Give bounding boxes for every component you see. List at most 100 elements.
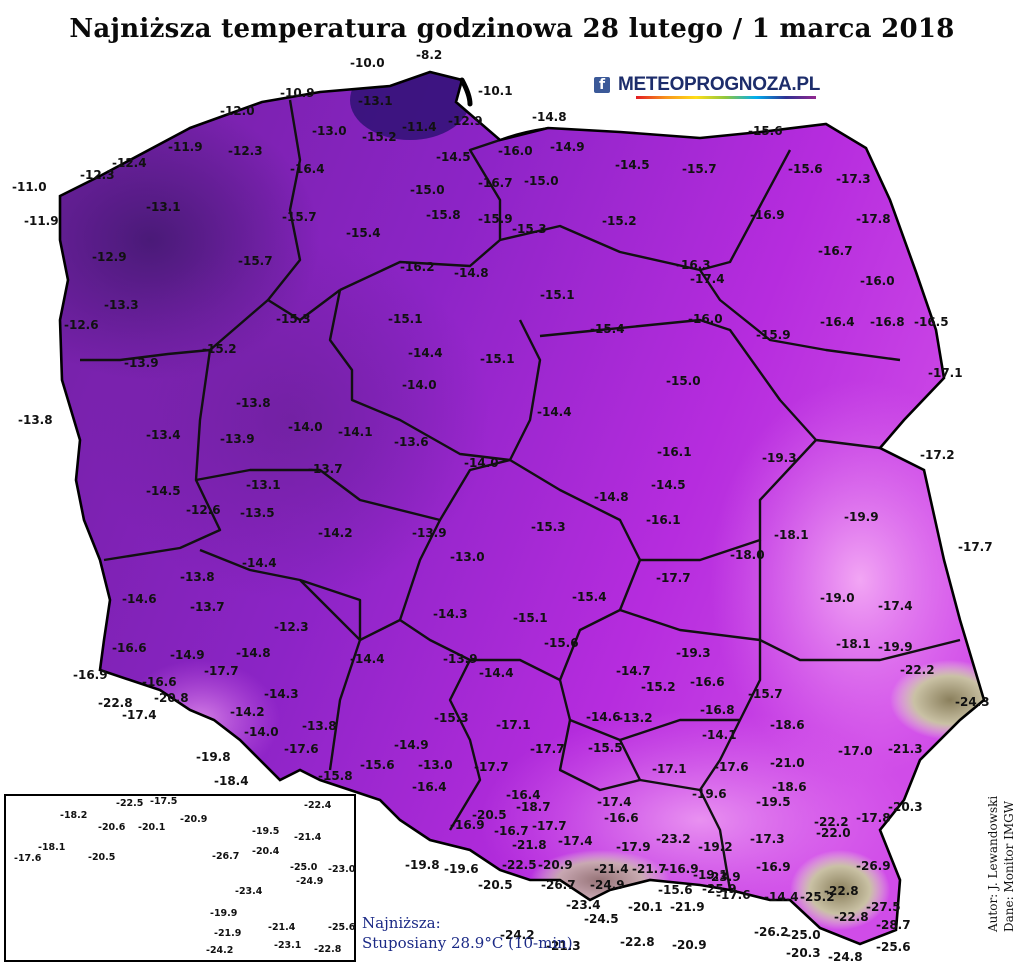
- station-label: -16.0: [688, 312, 723, 326]
- station-label: -24.8: [828, 950, 863, 964]
- station-label: -22.2: [900, 663, 935, 677]
- station-label: -17.4: [878, 599, 913, 613]
- station-label: -17.7: [958, 540, 993, 554]
- station-label: -21.3: [546, 939, 581, 953]
- facebook-icon[interactable]: f: [594, 77, 610, 93]
- station-label: -15.6: [788, 162, 823, 176]
- station-label: -14.8: [236, 646, 271, 660]
- station-label: -20.1: [628, 900, 663, 914]
- station-label: -19.3: [676, 646, 711, 660]
- station-label: -19.5: [756, 795, 791, 809]
- station-label: -16.4: [820, 315, 855, 329]
- logo[interactable]: f METEOPROGNOZA.PL: [594, 70, 820, 100]
- station-label: -22.5: [502, 858, 537, 872]
- station-label: -14.8: [594, 490, 629, 504]
- station-label: -25.2: [800, 890, 835, 904]
- region-borders: [80, 99, 961, 891]
- station-label: -16.4: [506, 788, 541, 802]
- station-label: -13.9: [412, 526, 447, 540]
- station-label: -24.2: [500, 928, 535, 942]
- inset-station-label: -21.4: [294, 832, 322, 843]
- station-label: -13.0: [312, 124, 347, 138]
- station-label: -15.0: [666, 374, 701, 388]
- station-label: -13.0: [450, 550, 485, 564]
- station-label: -19.8: [405, 858, 440, 872]
- inset-station-label: -19.5: [252, 826, 280, 837]
- station-label: -16.8: [870, 315, 905, 329]
- station-label: -15.8: [318, 769, 353, 783]
- station-label: -14.0: [244, 725, 279, 739]
- station-label: -20.3: [888, 800, 923, 814]
- station-label: -14.6: [122, 592, 157, 606]
- station-label: -17.6: [714, 760, 749, 774]
- station-label: -13.7: [190, 600, 225, 614]
- station-label: -12.6: [64, 318, 99, 332]
- station-label: -15.1: [480, 352, 515, 366]
- station-label: -19.1: [693, 868, 728, 882]
- station-label: -14.1: [702, 728, 737, 742]
- station-label: -14.6: [586, 710, 621, 724]
- station-label: -18.6: [772, 780, 807, 794]
- inset-frame: [4, 794, 356, 962]
- station-label: -18.6: [770, 718, 805, 732]
- station-label: -13.6: [394, 435, 429, 449]
- station-label: -14.9: [170, 648, 205, 662]
- station-label: -17.1: [928, 366, 963, 380]
- station-label: -14.0: [288, 420, 323, 434]
- station-label: -17.4: [558, 834, 593, 848]
- station-label: -16.1: [646, 513, 681, 527]
- station-label: -16.7: [818, 244, 853, 258]
- inset-station-label: -20.1: [138, 822, 166, 833]
- logo-color-bar: [636, 96, 816, 99]
- station-label: -12.3: [274, 620, 309, 634]
- station-label: -18.4: [214, 774, 249, 788]
- station-label: -10.0: [350, 56, 385, 70]
- station-label: -14.4: [408, 346, 443, 360]
- station-label: -17.4: [122, 708, 157, 722]
- station-label: -15.3: [531, 520, 566, 534]
- station-label: -24.5: [584, 912, 619, 926]
- inset-station-label: -23.1: [274, 940, 302, 951]
- station-label: -21.3: [888, 742, 923, 756]
- station-label: -12.4: [112, 156, 147, 170]
- station-label: -12.3: [80, 168, 115, 182]
- station-label: -15.3: [434, 711, 469, 725]
- station-label: -15.3: [276, 312, 311, 326]
- station-label: -17.3: [750, 832, 785, 846]
- station-label: -25.6: [876, 940, 911, 954]
- station-label: -28.7: [876, 918, 911, 932]
- station-label: -20.9: [538, 858, 573, 872]
- station-label: -15.6: [658, 883, 693, 897]
- station-label: -15.7: [282, 210, 317, 224]
- station-label: -15.4: [346, 226, 381, 240]
- station-label: -18.7: [516, 800, 551, 814]
- station-label: -13.8: [236, 396, 271, 410]
- station-label: -18.1: [836, 637, 871, 651]
- station-label: -15.9: [756, 328, 791, 342]
- station-label: -27.5: [866, 900, 901, 914]
- station-label: -17.0: [838, 744, 873, 758]
- inset-station-label: -24.9: [296, 876, 324, 887]
- station-label: -15.7: [682, 162, 717, 176]
- station-label: -15.6: [360, 758, 395, 772]
- station-label: -13.4: [146, 428, 181, 442]
- station-label: -15.0: [524, 174, 559, 188]
- station-label: -15.1: [513, 611, 548, 625]
- credit-source: Dane: Monitor IMGW: [1002, 800, 1016, 932]
- station-label: -21.9: [670, 900, 705, 914]
- station-label: -17.7: [530, 742, 565, 756]
- station-label: -15.4: [590, 322, 625, 336]
- inset-station-label: -17.5: [150, 796, 178, 807]
- station-label: -14.4: [479, 666, 514, 680]
- station-label: -15.8: [426, 208, 461, 222]
- station-label: -23.2: [656, 832, 691, 846]
- station-label: -17.8: [856, 212, 891, 226]
- inset-station-label: -21.4: [268, 922, 296, 933]
- station-label: -13.9: [443, 652, 478, 666]
- station-label: -10.1: [478, 84, 513, 98]
- station-label: -16.5: [914, 315, 949, 329]
- station-label: -15.2: [641, 680, 676, 694]
- station-label: -16.0: [860, 274, 895, 288]
- station-label: -20.5: [472, 808, 507, 822]
- station-label: -21.7: [632, 862, 667, 876]
